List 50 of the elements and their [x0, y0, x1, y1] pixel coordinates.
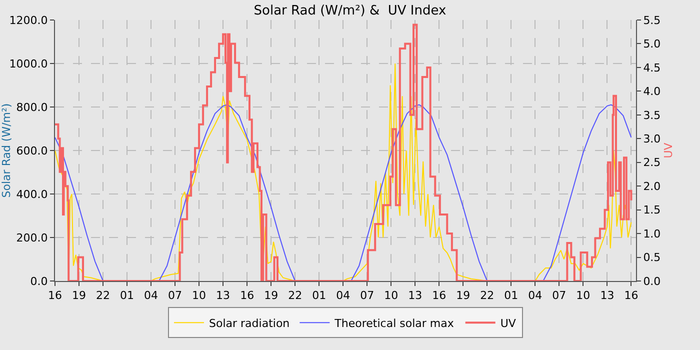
x-tick-label: 13	[600, 289, 614, 302]
x-tick-label: 01	[504, 289, 518, 302]
y2-axis-title: UV	[662, 142, 675, 158]
y-tick-label: 200.0	[16, 231, 48, 244]
x-tick-label: 13	[408, 289, 422, 302]
y2-tick-label: 0.5	[643, 251, 661, 264]
y2-tick-label: 0.0	[643, 274, 661, 288]
y-tick-label: 800.0	[16, 100, 48, 114]
legend-label: Theoretical solar max	[334, 316, 454, 330]
y-axis-title: Solar Rad (W/m²)	[0, 103, 13, 198]
x-tick-label: 10	[192, 289, 206, 302]
y-tick-label: 400.0	[16, 188, 48, 201]
x-tick-label: 16	[624, 289, 638, 302]
x-tick-label: 04	[144, 289, 158, 302]
x-tick-label: 16	[48, 289, 62, 302]
y2-tick-label: 1.0	[643, 227, 661, 240]
y-tick-label: 0.0	[30, 274, 48, 288]
x-tick-label: 10	[576, 289, 590, 302]
y2-tick-label: 4.5	[643, 61, 661, 74]
x-tick-label: 19	[456, 289, 470, 302]
legend-label: Solar radiation	[209, 316, 290, 330]
x-tick-label: 16	[432, 289, 446, 302]
x-tick-label: 04	[528, 289, 542, 302]
x-tick-label: 04	[336, 289, 350, 302]
x-tick-label: 22	[96, 289, 110, 302]
x-tick-label: 07	[168, 289, 182, 302]
y2-tick-label: 5.5	[643, 14, 661, 27]
x-tick-label: 01	[120, 289, 134, 302]
y-tick-label: 1000.0	[9, 57, 48, 70]
y2-tick-label: 4.0	[643, 85, 661, 98]
x-tick-label: 13	[216, 289, 230, 302]
x-tick-label: 10	[384, 289, 398, 302]
y-tick-label: 1200.0	[9, 14, 48, 27]
y2-tick-label: 3.5	[643, 108, 661, 122]
x-tick-label: 07	[360, 289, 374, 302]
x-tick-label: 19	[72, 289, 86, 302]
y2-tick-label: 3.0	[643, 132, 661, 146]
y2-tick-label: 1.5	[643, 204, 661, 217]
y2-tick-label: 2.5	[643, 156, 661, 170]
x-tick-label: 16	[240, 289, 254, 302]
x-tick-label: 19	[264, 289, 278, 302]
x-tick-label: 22	[288, 289, 302, 302]
y-tick-label: 600.0	[16, 144, 48, 158]
legend-label: UV	[500, 316, 516, 330]
x-tick-label: 22	[480, 289, 494, 302]
y2-tick-label: 2.0	[643, 180, 661, 193]
y2-tick-label: 5.0	[643, 38, 661, 51]
x-tick-label: 01	[312, 289, 326, 302]
chart-title: Solar Rad (W/m²) & UV Index	[254, 3, 447, 18]
x-tick-label: 07	[552, 289, 566, 302]
